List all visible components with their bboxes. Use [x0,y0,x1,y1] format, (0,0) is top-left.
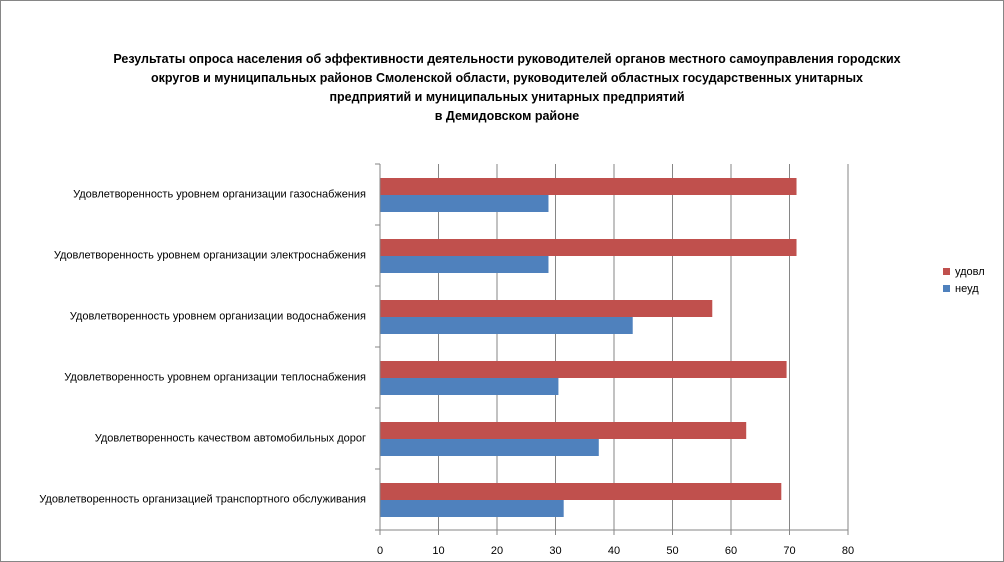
gridlines [438,164,849,530]
chart-title-line-4: в Демидовском районе [434,109,580,123]
chart-title-line-3: предприятий и муниципальных унитарных пр… [329,90,685,104]
tick-label-x: 30 [549,545,561,557]
category-label-4: Удовлетворенность качеством автомобильны… [95,433,366,445]
tick-label-x: 20 [491,545,503,557]
legend-swatch-удовл [943,268,950,275]
bar-udovl-5 [380,483,782,500]
legend-label-удовл: удовл [955,266,985,278]
tick-label-x: 0 [377,545,383,557]
bar-udovl-3 [380,361,787,378]
bar-neud-5 [380,500,564,517]
bars [380,178,797,517]
axes [375,163,849,535]
bar-neud-4 [380,439,599,456]
chart-title-line-2: округов и муниципальных районов Смоленск… [151,71,863,85]
tick-labels: 0 10 20 30 40 50 60 70 80 [377,545,854,557]
category-label-2: Удовлетворенность уровнем организации во… [70,311,366,323]
tick-label-x: 60 [725,545,737,557]
category-label-3: Удовлетворенность уровнем организации те… [64,372,366,384]
chart-title-line-1: Результаты опроса населения об эффективн… [113,52,901,66]
bar-neud-2 [380,317,633,334]
category-label-1: Удовлетворенность уровнем организации эл… [54,250,366,262]
legend: удовл неуд [943,266,985,295]
bar-udovl-2 [380,300,713,317]
tick-label-x: 40 [608,545,620,557]
tick-label-x: 50 [666,545,678,557]
tick-label-x: 70 [783,545,795,557]
legend-label-неуд: неуд [955,283,979,295]
bar-udovl-4 [380,422,747,439]
bar-neud-0 [380,195,549,212]
category-label-0: Удовлетворенность уровнем организации га… [73,189,366,201]
category-label-5: Удовлетворенность организацией транспорт… [39,494,366,506]
bar-udovl-1 [380,239,797,256]
bar-udovl-0 [380,178,797,195]
bar-neud-3 [380,378,559,395]
chart-title: Результаты опроса населения об эффективн… [82,50,932,126]
tick-label-x: 80 [842,545,854,557]
legend-swatch-неуд [943,285,950,292]
category-labels: Удовлетворенность уровнем организации га… [39,189,366,506]
bar-neud-1 [380,256,549,273]
tick-label-x: 10 [432,545,444,557]
